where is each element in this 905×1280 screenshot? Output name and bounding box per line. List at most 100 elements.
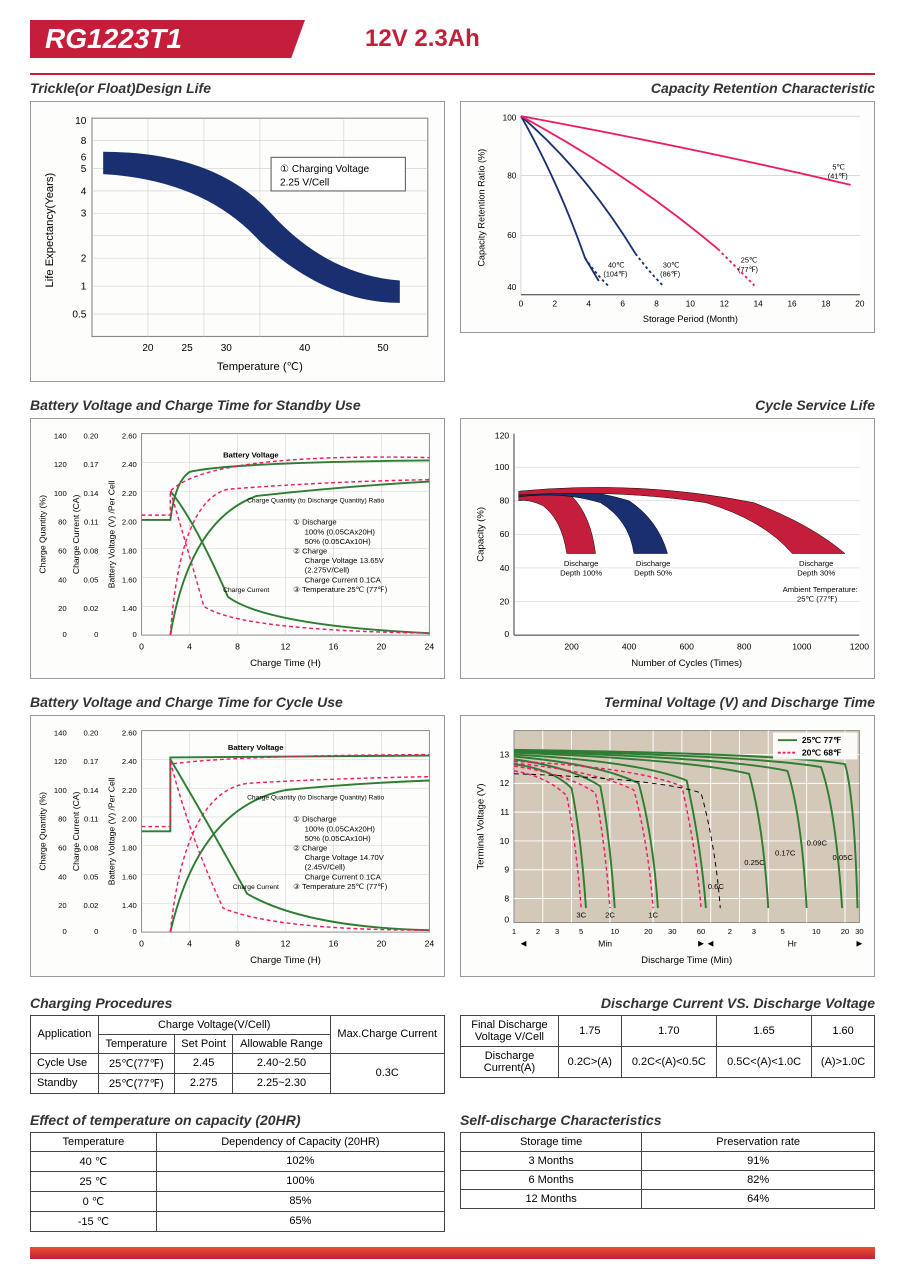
svg-text:12: 12 bbox=[720, 300, 730, 309]
svg-text:Charge Time (H): Charge Time (H) bbox=[250, 657, 321, 668]
table-title-self: Self-discharge Characteristics bbox=[460, 1112, 875, 1128]
chart-cycle-use: Battery Voltage Charge Quantity (to Disc… bbox=[30, 715, 445, 976]
svg-text:2: 2 bbox=[81, 253, 87, 264]
svg-text:0.6C: 0.6C bbox=[708, 882, 725, 891]
svg-text:Discharge Time (Min): Discharge Time (Min) bbox=[641, 955, 732, 966]
svg-text:0.14: 0.14 bbox=[83, 489, 99, 498]
td: 82% bbox=[642, 1170, 875, 1189]
th: Application bbox=[31, 1015, 99, 1053]
svg-text:12: 12 bbox=[281, 641, 291, 651]
svg-text:60: 60 bbox=[697, 927, 706, 936]
chart-title-capacity: Capacity Retention Characteristic bbox=[460, 80, 875, 96]
svg-text:10: 10 bbox=[75, 116, 87, 127]
svg-text:100% (0.05CAx20H): 100% (0.05CAx20H) bbox=[305, 824, 376, 833]
svg-text:① Discharge: ① Discharge bbox=[293, 517, 336, 526]
svg-text:Life Expectancy(Years): Life Expectancy(Years) bbox=[44, 173, 56, 288]
td: 25 ℃ bbox=[31, 1171, 157, 1191]
svg-text:50% (0.05CAx10H): 50% (0.05CAx10H) bbox=[305, 537, 371, 546]
th: Temperature bbox=[31, 1132, 157, 1151]
svg-text:10: 10 bbox=[812, 927, 821, 936]
svg-text:10: 10 bbox=[610, 927, 619, 936]
svg-text:40: 40 bbox=[507, 283, 517, 292]
td: 1.60 bbox=[812, 1015, 875, 1046]
model-number: RG1223T1 bbox=[30, 20, 305, 58]
table-title-charging: Charging Procedures bbox=[30, 995, 445, 1011]
svg-text:1.80: 1.80 bbox=[122, 546, 137, 555]
svg-text:3: 3 bbox=[555, 927, 559, 936]
svg-text:Charge Voltage 14.70V: Charge Voltage 14.70V bbox=[305, 853, 385, 862]
svg-text:1000: 1000 bbox=[792, 641, 811, 651]
table-title-discharge: Discharge Current VS. Discharge Voltage bbox=[460, 995, 875, 1011]
td: 0 ℃ bbox=[31, 1191, 157, 1211]
svg-text:50% (0.05CAx10H): 50% (0.05CAx10H) bbox=[305, 834, 371, 843]
svg-text:2.40: 2.40 bbox=[122, 757, 137, 766]
svg-text:400: 400 bbox=[622, 641, 637, 651]
svg-text:Min: Min bbox=[598, 939, 612, 949]
svg-text:13: 13 bbox=[500, 750, 510, 760]
svg-text:Charge Current (CA): Charge Current (CA) bbox=[71, 494, 81, 574]
td: 40 ℃ bbox=[31, 1151, 157, 1171]
svg-text:140: 140 bbox=[54, 729, 67, 738]
th: Storage time bbox=[461, 1132, 642, 1151]
svg-text:0: 0 bbox=[139, 641, 144, 651]
td: 0.5C<(A)<1.0C bbox=[716, 1046, 811, 1077]
svg-text:Depth 50%: Depth 50% bbox=[634, 568, 672, 577]
th: Max.Charge Current bbox=[330, 1015, 445, 1053]
footer-bar bbox=[30, 1247, 875, 1259]
svg-text:20: 20 bbox=[58, 604, 67, 613]
td: 1.65 bbox=[716, 1015, 811, 1046]
svg-text:120: 120 bbox=[495, 430, 510, 440]
svg-text:10: 10 bbox=[686, 300, 696, 309]
svg-text:0.17C: 0.17C bbox=[775, 848, 796, 857]
svg-text:1.40: 1.40 bbox=[122, 901, 137, 910]
svg-text:600: 600 bbox=[679, 641, 694, 651]
svg-text:80: 80 bbox=[500, 495, 510, 505]
svg-text:Battery Voltage (V) /Per Cell: Battery Voltage (V) /Per Cell bbox=[107, 777, 117, 885]
td: Final Discharge Voltage V/Cell bbox=[461, 1015, 559, 1046]
svg-text:0.17: 0.17 bbox=[83, 757, 98, 766]
svg-text:9: 9 bbox=[504, 865, 509, 875]
chart-standby: Battery Voltage Charge Quantity (to Disc… bbox=[30, 418, 445, 679]
svg-text:0.14: 0.14 bbox=[83, 786, 99, 795]
svg-text:0: 0 bbox=[62, 630, 66, 639]
svg-text:2.60: 2.60 bbox=[122, 729, 137, 738]
chart-title-terminal: Terminal Voltage (V) and Discharge Time bbox=[460, 694, 875, 710]
svg-text:10: 10 bbox=[500, 836, 510, 846]
svg-text:2: 2 bbox=[536, 927, 540, 936]
svg-text:Battery Voltage: Battery Voltage bbox=[223, 450, 279, 459]
svg-text:(77℉): (77℉) bbox=[738, 265, 758, 274]
chart-title-cycle-life: Cycle Service Life bbox=[460, 397, 875, 413]
svg-text:◄: ◄ bbox=[519, 939, 528, 950]
svg-text:0.20: 0.20 bbox=[83, 729, 98, 738]
td: 25℃(77℉) bbox=[98, 1073, 174, 1093]
svg-text:Depth 100%: Depth 100% bbox=[560, 568, 602, 577]
svg-text:20: 20 bbox=[377, 641, 387, 651]
svg-text:2: 2 bbox=[728, 927, 732, 936]
th: Preservation rate bbox=[642, 1132, 875, 1151]
svg-text:4: 4 bbox=[187, 939, 192, 949]
svg-text:(2.275V/Cell): (2.275V/Cell) bbox=[305, 565, 350, 574]
svg-text:3: 3 bbox=[752, 927, 756, 936]
svg-text:2.20: 2.20 bbox=[122, 786, 137, 795]
svg-text:Charge Current 0.1CA: Charge Current 0.1CA bbox=[305, 872, 382, 881]
td: 2.25~2.30 bbox=[233, 1073, 330, 1093]
svg-text:80: 80 bbox=[507, 171, 517, 180]
td: Cycle Use bbox=[31, 1053, 99, 1073]
svg-text:1200: 1200 bbox=[850, 641, 869, 651]
svg-text:80: 80 bbox=[58, 517, 67, 526]
svg-text:Terminal Voltage (V): Terminal Voltage (V) bbox=[475, 784, 486, 870]
svg-text:Charge Current (CA): Charge Current (CA) bbox=[71, 792, 81, 872]
svg-text:0.5: 0.5 bbox=[72, 309, 86, 320]
svg-text:40℃: 40℃ bbox=[608, 260, 624, 269]
svg-text:Charge Time (H): Charge Time (H) bbox=[250, 955, 321, 966]
svg-text:3C: 3C bbox=[576, 911, 586, 920]
svg-text:40: 40 bbox=[299, 343, 311, 354]
svg-text:Storage Period (Month): Storage Period (Month) bbox=[643, 314, 738, 324]
svg-text:③ Temperature 25℃ (77℉): ③ Temperature 25℃ (77℉) bbox=[293, 585, 388, 594]
svg-text:4: 4 bbox=[586, 300, 591, 309]
svg-text:1.60: 1.60 bbox=[122, 872, 137, 881]
svg-text:0: 0 bbox=[504, 915, 509, 925]
svg-text:20: 20 bbox=[855, 300, 865, 309]
td: 65% bbox=[156, 1211, 444, 1231]
td: 12 Months bbox=[461, 1189, 642, 1208]
